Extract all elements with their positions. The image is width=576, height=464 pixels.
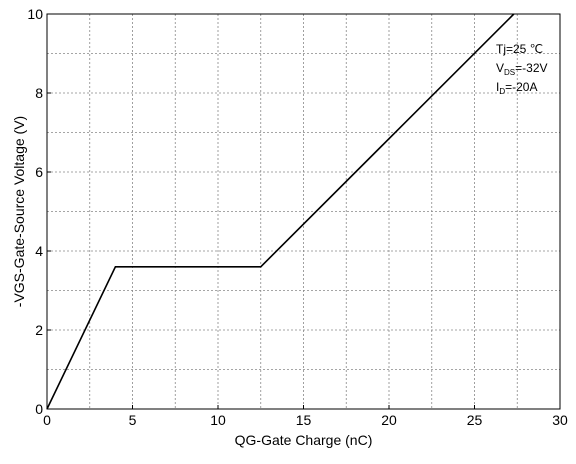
x-tick-label: 10 <box>210 412 226 428</box>
x-tick-label: 5 <box>129 412 137 428</box>
x-tick-label: 30 <box>552 412 568 428</box>
y-tick-label: 0 <box>35 401 43 417</box>
y-axis-label: -VGS-Gate-Source Voltage (V) <box>11 116 27 307</box>
x-tick-label: 20 <box>381 412 397 428</box>
annotation-tj: Tj=25 ℃ <box>496 42 543 56</box>
y-tick-label: 10 <box>27 6 43 22</box>
plot-frame <box>46 13 561 410</box>
x-tick-label: 25 <box>467 412 483 428</box>
condition-annotation: Tj=25 ℃ VDS=-32V ID=-20A <box>496 42 548 96</box>
annotation-id: ID=-20A <box>496 80 537 96</box>
y-tick-label: 2 <box>35 322 43 338</box>
series-line-0 <box>46 13 515 410</box>
grid-lines <box>47 14 560 409</box>
annotation-vds: VDS=-32V <box>496 61 548 77</box>
y-tick-label: 4 <box>35 243 43 259</box>
x-tick-label: 0 <box>43 412 51 428</box>
series-layer <box>46 13 515 410</box>
x-tick-label: 15 <box>296 412 312 428</box>
x-axis-label: QG-Gate Charge (nC) <box>235 432 373 448</box>
y-tick-label: 8 <box>35 85 43 101</box>
y-tick-label: 6 <box>35 164 43 180</box>
tick-labels: 0 5 10 15 20 25 30 0 2 4 6 8 10 <box>27 6 568 428</box>
